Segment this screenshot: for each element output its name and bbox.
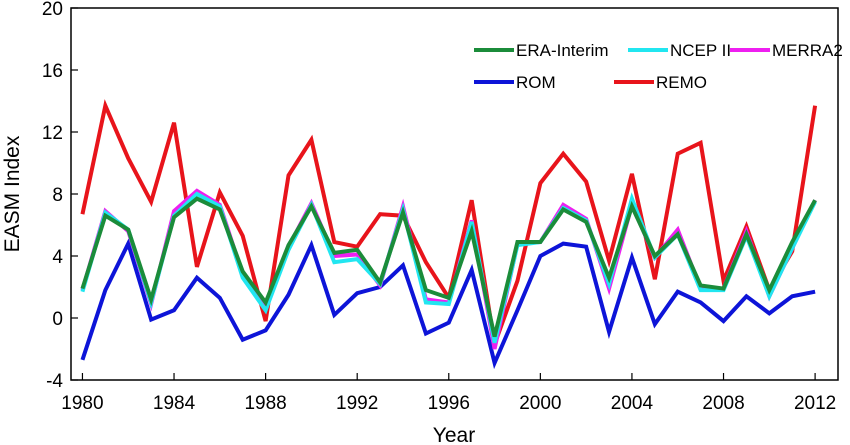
x-axis-title: Year bbox=[433, 424, 475, 445]
legend-label-era-interim: ERA-Interim bbox=[516, 41, 609, 60]
y-tick-label: -4 bbox=[46, 371, 63, 392]
y-tick-label: 12 bbox=[42, 123, 63, 144]
x-tick-label: 2012 bbox=[794, 393, 836, 414]
series-line-rom bbox=[80, 238, 816, 370]
x-tick-label: 2004 bbox=[611, 393, 654, 414]
x-tick-label: 2000 bbox=[519, 393, 561, 414]
y-tick-label: 0 bbox=[52, 309, 63, 330]
x-tick-label: 1996 bbox=[428, 393, 470, 414]
y-tick-label: 8 bbox=[52, 185, 63, 206]
y-tick-label: 4 bbox=[52, 247, 63, 268]
series-line-era-interim bbox=[80, 196, 817, 338]
x-tick-label: 2008 bbox=[702, 393, 744, 414]
legend-label-remo: REMO bbox=[656, 73, 707, 92]
legend-label-rom: ROM bbox=[516, 73, 556, 92]
y-tick-label: 16 bbox=[42, 61, 63, 82]
y-tick-label: 20 bbox=[42, 0, 63, 20]
series-line-merra2 bbox=[80, 188, 817, 350]
legend: ERA-Interim NCEP II MERRA2 ROM REMO bbox=[474, 41, 843, 92]
x-tick-label: 1992 bbox=[336, 393, 378, 414]
series-layer bbox=[80, 99, 818, 370]
axis-layer: -4 0 4 8 12 16 20 1980 1984 1988 1992 1996 2000 2004 2… bbox=[42, 0, 836, 414]
legend-label-ncep-ii: NCEP II bbox=[670, 41, 731, 60]
x-tick-label: 1988 bbox=[244, 393, 286, 414]
legend-label-merra2: MERRA2 bbox=[772, 41, 843, 60]
x-tick-label: 1980 bbox=[61, 393, 103, 414]
x-tick-label: 1984 bbox=[153, 393, 196, 414]
y-axis-title: EASM Index bbox=[1, 135, 24, 252]
